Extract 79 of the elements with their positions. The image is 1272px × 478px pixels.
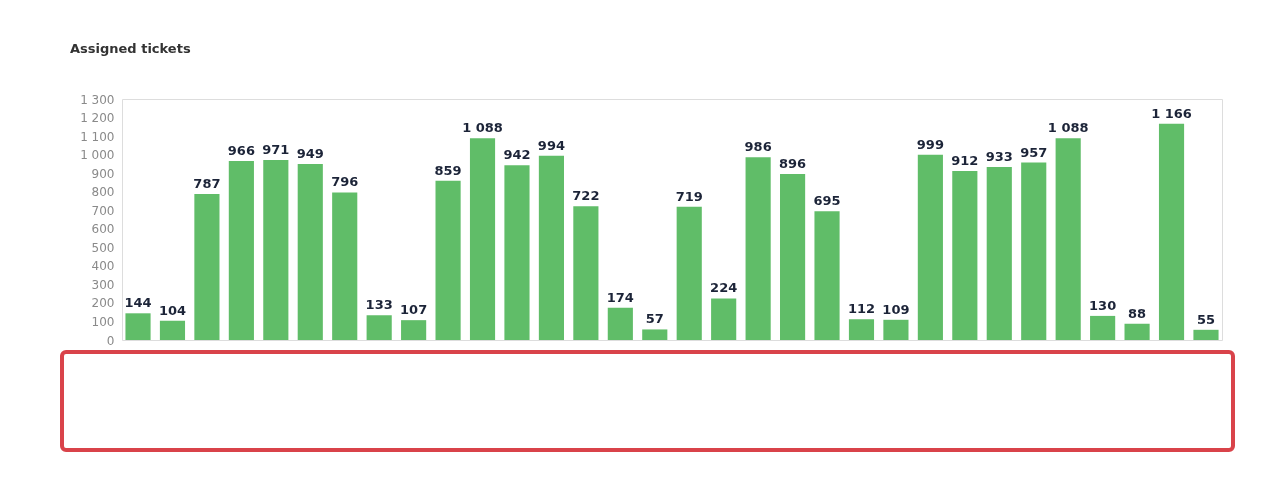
data-label: 999 — [916, 136, 944, 152]
data-label: 104 — [158, 302, 187, 318]
data-label: 174 — [606, 289, 634, 305]
y-tick-label: 400 — [91, 259, 115, 274]
bar — [228, 160, 254, 340]
data-label: 133 — [365, 297, 393, 313]
data-label: 796 — [331, 174, 359, 190]
y-tick-label: 1 100 — [80, 129, 115, 144]
data-label: 986 — [744, 139, 772, 155]
data-label: 1 088 — [1047, 120, 1089, 136]
bar — [642, 329, 668, 340]
bar — [366, 315, 392, 340]
bar — [814, 211, 840, 340]
bar — [125, 313, 151, 340]
bar — [607, 307, 633, 340]
y-tick-label: 600 — [91, 222, 115, 237]
bar — [952, 170, 978, 340]
data-label: 949 — [296, 146, 324, 162]
bar — [1158, 123, 1185, 340]
bar — [401, 320, 427, 340]
bar — [711, 298, 737, 340]
y-tick-label: 500 — [91, 240, 115, 255]
data-label: 1 088 — [462, 120, 503, 136]
data-label: 57 — [645, 311, 664, 327]
data-label: 896 — [779, 155, 807, 171]
bar — [469, 138, 496, 340]
y-tick-label: 800 — [91, 185, 115, 200]
data-label: 942 — [503, 147, 531, 163]
data-label: 859 — [434, 162, 462, 178]
y-tick-label: 900 — [91, 166, 115, 181]
bar — [917, 154, 943, 340]
data-label: 912 — [951, 152, 979, 168]
bar — [1090, 315, 1116, 340]
bar — [1124, 323, 1150, 340]
bar — [883, 319, 909, 340]
bar — [504, 165, 530, 340]
data-label: 966 — [227, 142, 255, 158]
bar — [435, 180, 461, 340]
y-tick-label: 100 — [91, 314, 115, 329]
bar — [745, 157, 771, 340]
data-label: 130 — [1089, 297, 1117, 313]
data-label: 55 — [1196, 311, 1216, 327]
data-label: 957 — [1020, 144, 1048, 160]
bar — [848, 319, 875, 340]
bar — [1193, 329, 1219, 340]
data-label: 787 — [193, 176, 221, 192]
data-label: 994 — [537, 137, 565, 153]
bar — [1021, 162, 1047, 340]
data-label: 971 — [262, 141, 290, 157]
bar — [1055, 138, 1081, 340]
data-label: 109 — [882, 301, 910, 317]
bar — [676, 206, 702, 340]
bar — [194, 194, 220, 340]
bar — [573, 206, 599, 340]
y-tick-label: 1 000 — [80, 148, 115, 163]
y-tick-label: 1 200 — [80, 111, 115, 126]
data-label: 88 — [1128, 305, 1147, 321]
y-tick-label: 1 300 — [80, 92, 115, 107]
data-label: 107 — [400, 302, 428, 318]
data-label: 722 — [572, 188, 600, 204]
bar — [986, 167, 1012, 340]
y-tick-label: 200 — [91, 296, 115, 311]
data-label: 933 — [985, 149, 1013, 165]
data-label: 695 — [813, 193, 841, 209]
bar — [538, 155, 564, 340]
bar — [159, 320, 186, 340]
data-label: 144 — [124, 295, 152, 311]
bar — [297, 164, 323, 340]
bar — [780, 173, 806, 340]
data-label: 224 — [710, 280, 738, 296]
data-label: 112 — [847, 301, 876, 317]
chart-title: Assigned tickets — [70, 41, 191, 56]
bar — [332, 192, 358, 340]
data-label: 719 — [675, 188, 703, 204]
data-label: 1 166 — [1151, 105, 1192, 121]
y-tick-label: 300 — [91, 277, 115, 292]
bar — [263, 159, 289, 340]
y-tick-label: 700 — [91, 203, 115, 218]
y-tick-label: 0 — [106, 333, 115, 348]
